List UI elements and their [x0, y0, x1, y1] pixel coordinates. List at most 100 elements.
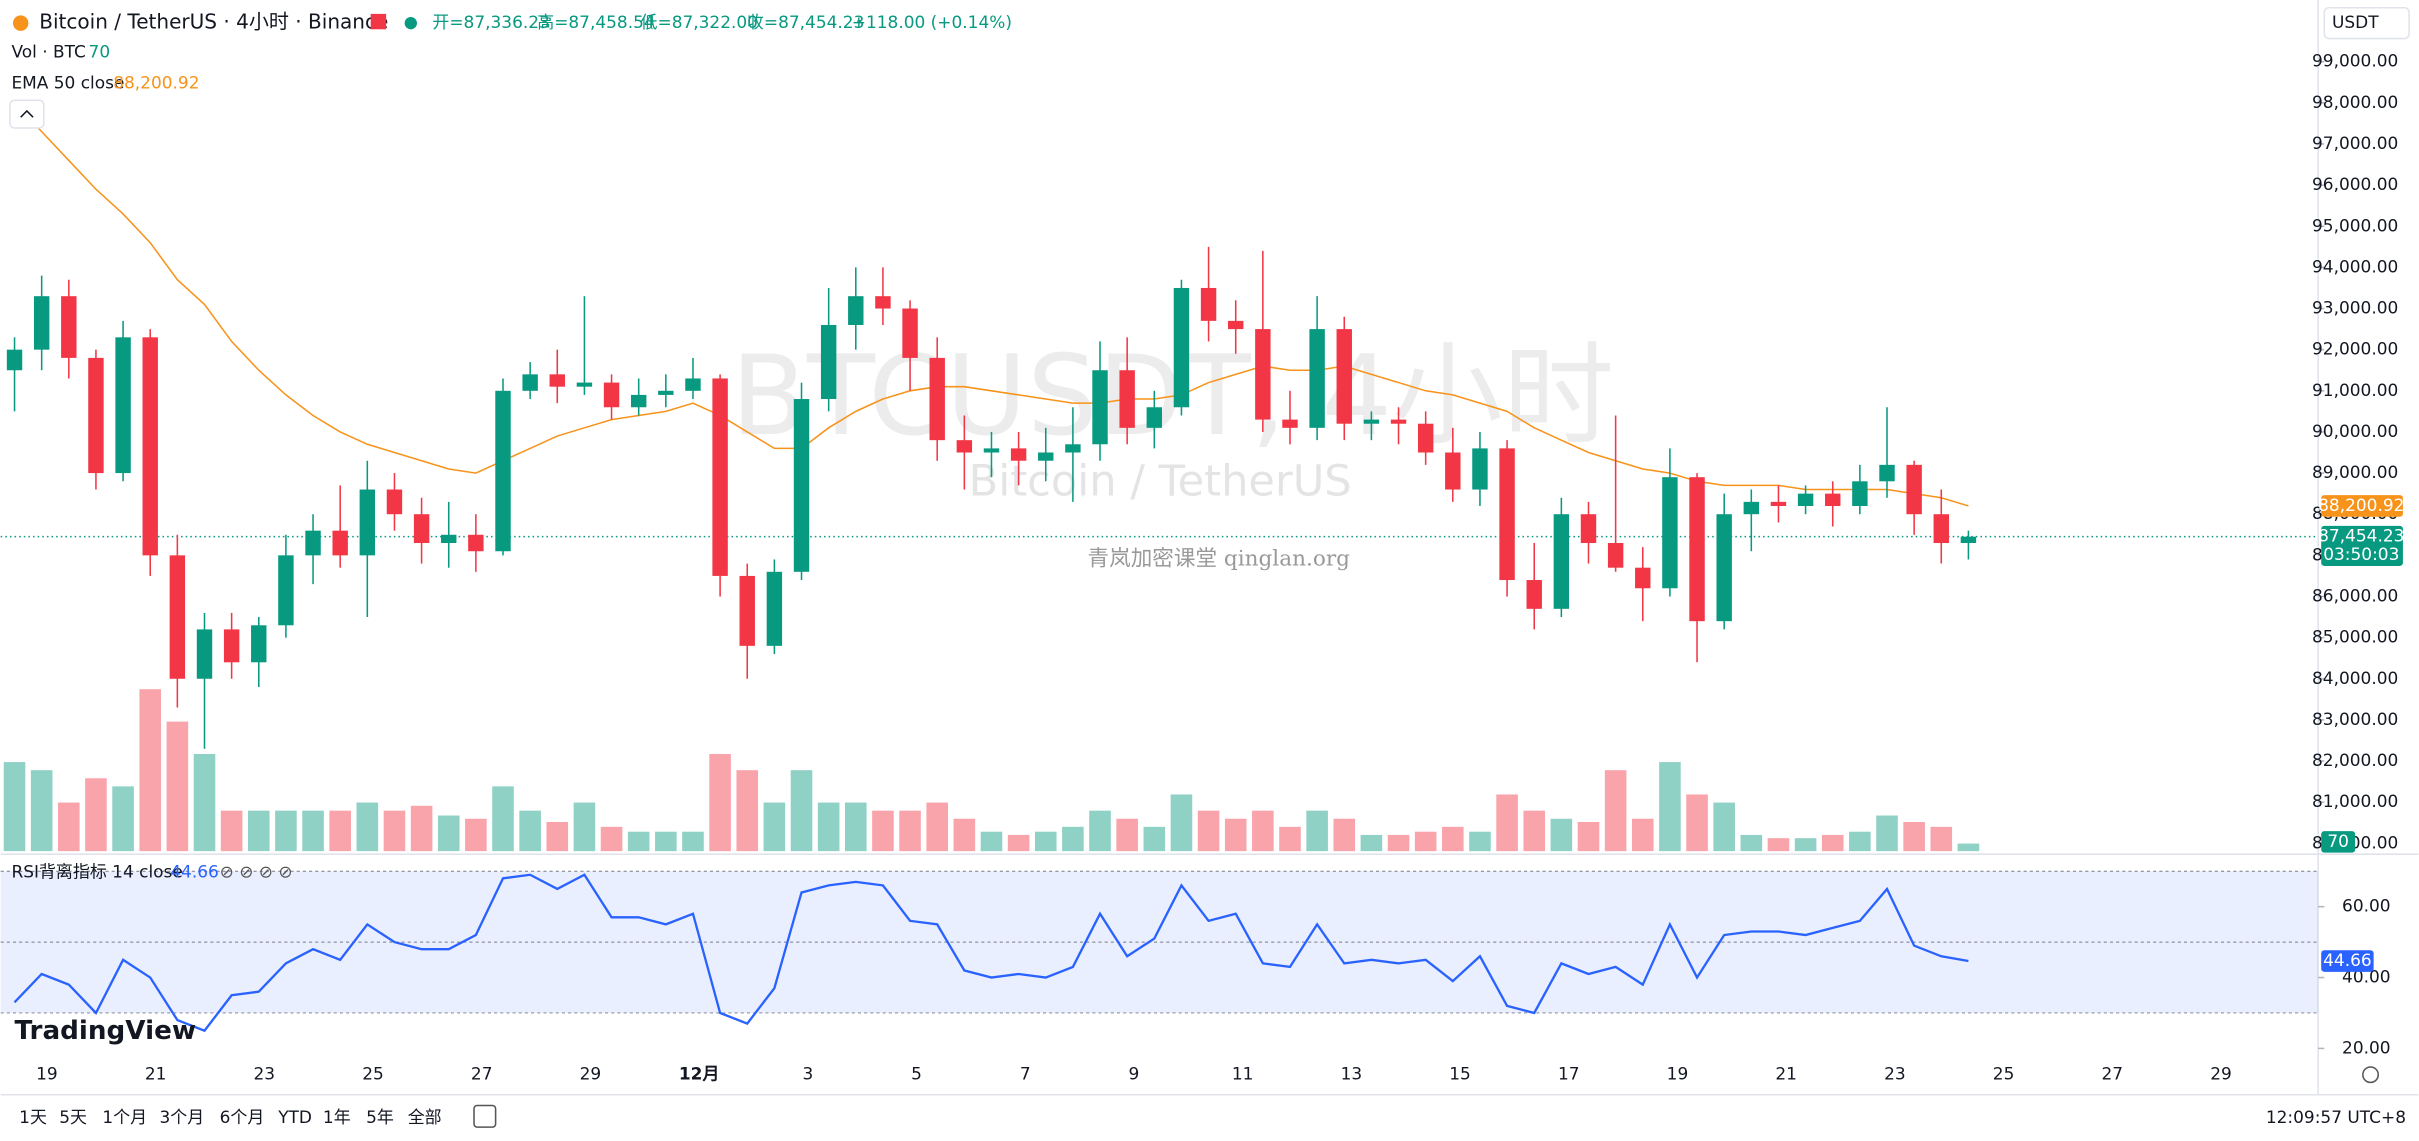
candle-body — [1960, 536, 1977, 544]
y-tick-label: 99,000.00 — [2312, 51, 2398, 71]
volume-bar — [1903, 821, 1925, 852]
volume-bar — [763, 802, 786, 852]
candle-body — [413, 514, 430, 544]
candle-body — [386, 489, 403, 515]
volume-bar — [872, 810, 894, 852]
candle-body — [1092, 370, 1108, 445]
range-button[interactable]: 3个月 — [159, 1107, 204, 1127]
settings-icon[interactable] — [2362, 1066, 2380, 1084]
candle-body — [603, 382, 620, 408]
ohlc-open: 开=87,336.23 — [432, 12, 549, 32]
volume-bar — [546, 821, 569, 852]
candle-body — [305, 530, 321, 556]
candle-body — [359, 489, 376, 556]
currency-select[interactable] — [2323, 6, 2410, 40]
flag[interactable] — [370, 13, 387, 30]
volume-bar — [193, 753, 216, 852]
rsi-icons[interactable]: ⊘ ⊘ ⊘ ⊘ — [220, 862, 293, 882]
volume-bar — [1306, 810, 1328, 852]
volume-bar — [1930, 826, 1953, 852]
watermark-name: Bitcoin / TetherUS — [969, 457, 1352, 507]
candle-body — [115, 337, 131, 474]
range-button[interactable]: 6个月 — [220, 1107, 265, 1127]
volume-bar — [410, 805, 433, 852]
volume-bar — [112, 786, 134, 852]
ohlc-high: 高=87,458.54 — [537, 12, 654, 32]
candle-body — [1390, 419, 1407, 424]
candle-body — [61, 296, 77, 358]
candle-body — [929, 357, 945, 441]
price-marker — [2321, 525, 2403, 566]
volume-legend[interactable]: Vol · BTC — [11, 41, 85, 61]
candle-body — [1662, 477, 1678, 589]
x-tick-label: 25 — [362, 1064, 384, 1084]
x-tick-label: 9 — [1129, 1064, 1140, 1084]
volume-bar — [1957, 843, 1980, 852]
range-button[interactable]: 1天 — [19, 1107, 47, 1127]
range-button[interactable]: 1个月 — [102, 1107, 147, 1127]
collapse-button[interactable] — [9, 99, 45, 129]
candle-body — [875, 296, 891, 309]
volume-bar — [85, 778, 107, 852]
candle-body — [820, 324, 837, 400]
currency[interactable]: USDT — [2332, 12, 2379, 32]
volume-bar — [1659, 762, 1681, 852]
collapse-icon — [20, 109, 34, 118]
candle-body — [1363, 419, 1380, 424]
candle-body — [766, 571, 783, 646]
volume-bar — [465, 818, 487, 852]
candle-body — [332, 530, 348, 556]
candle-body — [1146, 407, 1163, 428]
volume-bar — [1170, 794, 1193, 852]
candle-body — [1770, 501, 1787, 506]
date-range-icon[interactable] — [473, 1104, 497, 1128]
candle-body — [902, 308, 918, 358]
ema-value: 88,200.92 — [113, 72, 199, 92]
candle-body — [223, 629, 240, 663]
countdown: 03:50:03 — [2323, 544, 2399, 564]
volume-bar — [1604, 770, 1627, 852]
ema-legend[interactable]: EMA 50 close — [11, 72, 124, 92]
range-button[interactable]: 全部 — [408, 1107, 442, 1127]
volume-bar — [627, 831, 650, 852]
candle-body — [1852, 481, 1868, 506]
candle-body — [1635, 567, 1651, 589]
candle-body — [1200, 287, 1217, 321]
candle-body — [1580, 514, 1597, 544]
volume-bar — [1089, 810, 1111, 852]
volume-bar — [1713, 802, 1735, 852]
candle-body — [793, 399, 810, 572]
volume-bar — [1143, 826, 1166, 852]
volume-bar — [790, 770, 813, 852]
range-button[interactable]: 5天 — [59, 1107, 87, 1127]
rsi-legend[interactable]: RSI背离指标 14 close — [11, 862, 182, 882]
volume-bar — [682, 831, 704, 852]
volume-bar — [1224, 818, 1247, 852]
candle-body — [1743, 501, 1760, 515]
symbol[interactable]: Bitcoin / TetherUS · 4小时 · Binance — [39, 10, 388, 34]
price-marker — [2321, 495, 2403, 517]
candle-body — [1716, 514, 1732, 622]
volume-bar — [1062, 826, 1084, 852]
candle-body — [441, 534, 457, 544]
x-tick-label: 23 — [1884, 1064, 1906, 1084]
rsi-marker-label: 44.66 — [2323, 950, 2372, 970]
x-tick-label: 17 — [1558, 1064, 1580, 1084]
volume-bar — [437, 815, 460, 852]
candle-body — [1309, 329, 1325, 428]
volume-bar — [30, 770, 53, 852]
candle-body — [1010, 448, 1027, 461]
candle-body — [522, 374, 538, 391]
candle-body — [1526, 580, 1542, 609]
rsi-tick-label: 20.00 — [2342, 1037, 2391, 1057]
range-button[interactable]: 1年 — [323, 1107, 351, 1127]
y-tick-label: 97,000.00 — [2312, 133, 2398, 153]
candle-body — [142, 337, 158, 556]
range-button[interactable]: YTD — [277, 1107, 312, 1127]
candle-body — [1417, 423, 1434, 453]
range-button[interactable]: 5年 — [366, 1107, 394, 1127]
volume-bar — [3, 762, 26, 852]
